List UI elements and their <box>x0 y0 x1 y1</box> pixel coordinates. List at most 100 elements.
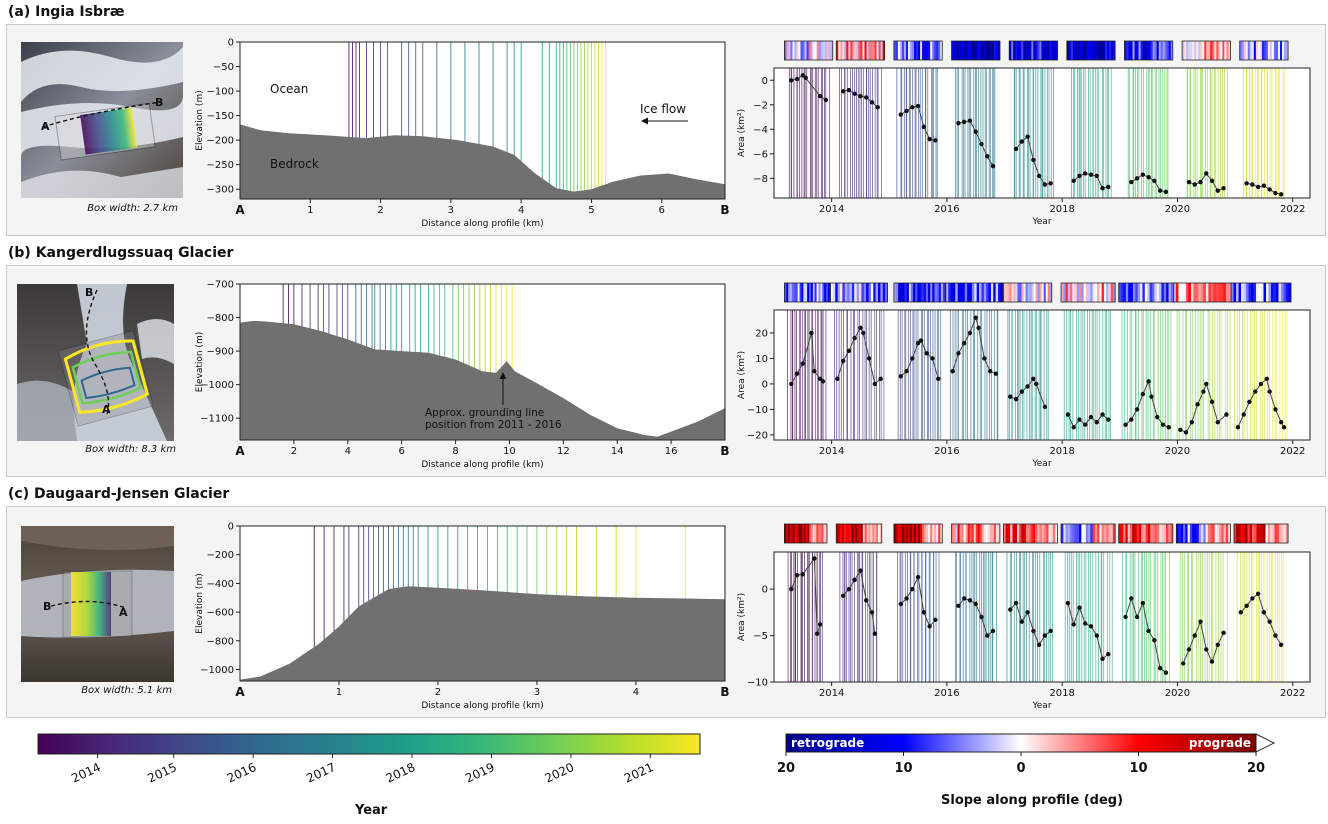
area-plot-frame <box>773 67 1311 199</box>
y-tick-label: −6 <box>753 149 768 160</box>
slope-strip-cell <box>1186 41 1189 60</box>
slope-strip-cell <box>1210 283 1214 302</box>
slope-strip-cell <box>977 524 981 543</box>
profile-end-label-b: B <box>720 203 729 217</box>
slope-strip-cell <box>1097 283 1100 302</box>
slope-strip-cell <box>998 283 1001 302</box>
area-data-point <box>1258 381 1264 387</box>
area-data-point <box>1204 171 1209 176</box>
slope-strip-cell <box>1105 41 1108 60</box>
slope-strip-cell <box>870 524 873 543</box>
slope-strip-cell <box>1132 41 1135 60</box>
slope-strip-cell <box>981 524 985 543</box>
slope-strip-cell <box>1214 524 1218 543</box>
slope-strip-cell <box>1013 41 1016 60</box>
area-data-point <box>1267 389 1272 394</box>
slope-strip-cell <box>821 524 824 543</box>
slope-strip-cell <box>1281 524 1284 543</box>
slope-strip-cell <box>822 283 825 302</box>
x-tick-label: 3 <box>448 205 454 216</box>
area-plot-area <box>774 552 1310 682</box>
area-series-line <box>1125 596 1167 674</box>
area-data-point <box>800 73 806 78</box>
area-data-point <box>1146 628 1151 634</box>
slope-strip-cell <box>934 283 937 302</box>
area-data-point <box>1183 430 1189 435</box>
area-data-point <box>846 348 852 353</box>
slope-strip-cell <box>1061 524 1064 543</box>
annotation-grounding-line-1: Approx. grounding line <box>425 407 544 419</box>
area-data-point <box>1264 376 1269 382</box>
slope-strip-frame <box>893 523 943 544</box>
area-data-point <box>1278 192 1284 197</box>
slope-strip-cell <box>1208 41 1211 60</box>
area-data-point <box>1215 188 1220 193</box>
area-data-point <box>924 351 929 356</box>
area-data-point <box>1025 610 1030 615</box>
slope-strip <box>1173 282 1234 303</box>
slope-strip-cell <box>1092 524 1096 543</box>
slope-strip-cell <box>878 41 881 60</box>
slope-strip-cell <box>914 41 917 60</box>
slope-strip-cell <box>967 283 970 302</box>
slope-strip-cell <box>997 41 1001 60</box>
slope-strip-cell <box>1270 524 1273 543</box>
area-data-point <box>812 556 817 561</box>
slope-strip-cell <box>1206 41 1209 60</box>
area-data-point <box>1088 414 1094 420</box>
slope-strip-cell <box>842 283 846 302</box>
area-data-point <box>1224 412 1229 417</box>
area-data-point <box>1019 389 1025 394</box>
area-data-point <box>1083 621 1088 626</box>
slope-strip-cell <box>975 524 979 543</box>
slope-strip-cell <box>882 41 885 60</box>
slope-strip-cell <box>1196 41 1199 60</box>
slope-strip-cell <box>1027 283 1030 302</box>
slope-strip-cell <box>1208 283 1212 302</box>
slope-strip-cell <box>950 283 954 302</box>
x-tick-label: 2 <box>435 687 441 698</box>
slope-strip-cell <box>963 41 966 60</box>
area-data-point <box>985 633 990 638</box>
slope-strip-cell <box>908 283 912 302</box>
slope-strip-cell <box>805 524 808 543</box>
area-data-point <box>936 376 941 382</box>
slope-strip-cell <box>962 283 966 302</box>
slope-strip <box>1118 523 1174 544</box>
slope-strip-cell <box>798 41 801 60</box>
slope-strip-cell <box>786 524 789 543</box>
area-data-point <box>1077 605 1082 610</box>
slope-strip-cell <box>1009 283 1012 302</box>
slope-strip-cell <box>1072 524 1075 543</box>
slope-strip-cell <box>951 41 954 60</box>
x-tick-label: 10 <box>503 446 516 457</box>
slope-strip-cell <box>963 524 966 543</box>
slope-strip <box>1181 40 1231 61</box>
slope-strip-cell <box>923 283 927 302</box>
slope-strip-cell <box>918 524 921 543</box>
slope-strip-cell <box>1168 41 1172 60</box>
slope-strip-cell <box>1138 524 1142 543</box>
area-data-point <box>961 596 967 601</box>
slope-strip <box>1124 40 1174 61</box>
slope-strip-cell <box>981 41 985 60</box>
slope-strip-cell <box>1088 283 1091 302</box>
slope-strip-cell <box>1113 41 1116 60</box>
slope-strip-cell <box>851 283 855 302</box>
slope-strip <box>1003 523 1058 544</box>
slope-strip-cell <box>983 524 987 543</box>
slope-strip-cell <box>1198 524 1202 543</box>
slope-strip-cell <box>1142 41 1145 60</box>
slope-strip-cell <box>1285 524 1289 543</box>
slope-strip-cell <box>791 524 794 543</box>
slope-strip-cell <box>1203 283 1207 302</box>
area-data-point <box>812 368 817 374</box>
colorbar-year-tick-label: 2016 <box>225 760 259 786</box>
slope-strip-cell <box>1063 283 1066 302</box>
slope-strip-cell <box>885 283 888 302</box>
bedrock-area <box>240 124 725 199</box>
thumbnail-kangerdlugssuaq-label-b: B <box>85 286 93 299</box>
area-data-point <box>1163 670 1169 675</box>
slope-strip-cell <box>842 41 845 60</box>
slope-strip-frame <box>1233 523 1289 544</box>
